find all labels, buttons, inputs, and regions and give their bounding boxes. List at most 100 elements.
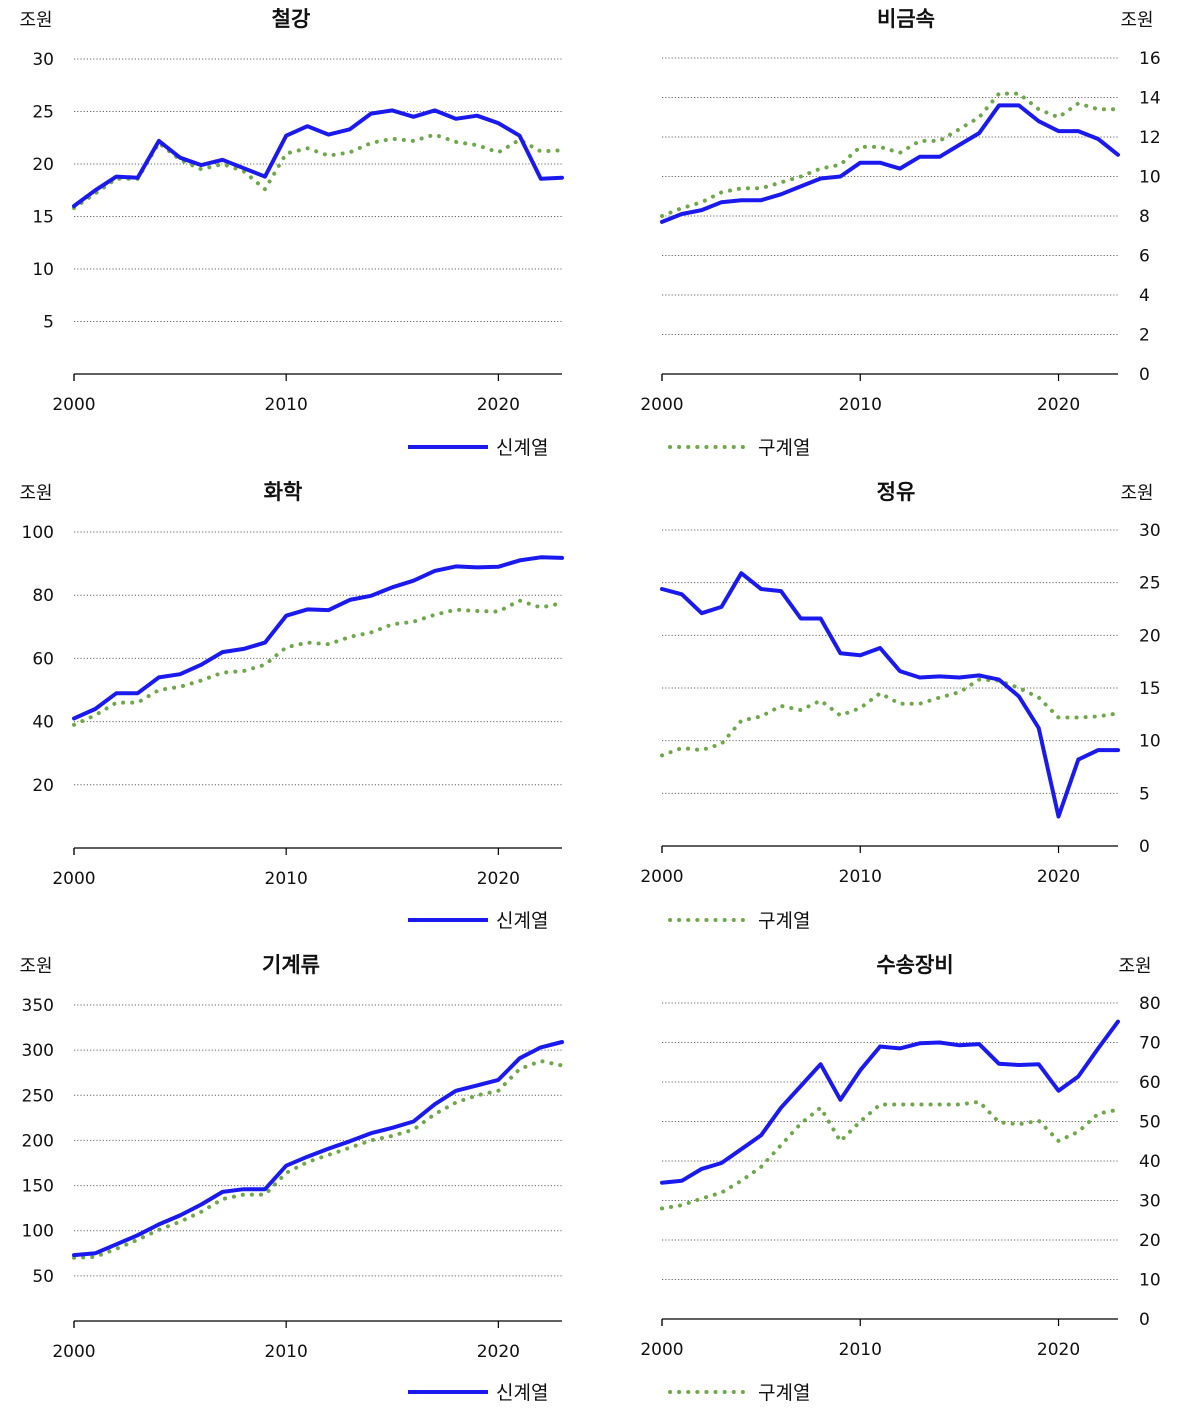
y-tick-label: 100 <box>22 523 54 543</box>
chart-panel: 수송장비 조원 0 10 20 30 40 50 60 70 80 2000 2010 2020 <box>640 953 1160 1360</box>
y-tick-label: 80 <box>32 586 54 606</box>
unit-label: 조원 <box>1120 10 1153 31</box>
unit-label: 조원 <box>19 10 52 31</box>
y-tick-label: 2 <box>1139 326 1150 346</box>
y-tick-label: 5 <box>1139 784 1150 804</box>
series-line-old <box>660 1099 1120 1211</box>
series-line-new <box>72 108 564 208</box>
series-line-old <box>72 598 564 727</box>
y-tick-label: 60 <box>32 649 54 669</box>
chart-title: 기계류 <box>262 953 320 977</box>
y-tick-label: 25 <box>1139 574 1161 594</box>
y-tick-label: 10 <box>1139 168 1161 188</box>
y-tick-label: 20 <box>32 776 54 796</box>
chart-title: 화학 <box>264 480 303 504</box>
series-line-new <box>660 1019 1120 1185</box>
x-tick-label: 2000 <box>52 395 95 415</box>
y-tick-label: 80 <box>1139 994 1161 1014</box>
y-tick-label: 70 <box>1139 1034 1161 1054</box>
legend-label-new: 신계열 <box>496 437 548 459</box>
series-line-old <box>660 91 1120 218</box>
x-tick-label: 2020 <box>1037 395 1080 415</box>
legend: 신계열 구계열 <box>408 437 810 459</box>
chart-panel: 비금속 조원 0 2 4 6 8 10 12 14 16 2000 2010 2020 <box>640 7 1160 415</box>
chart-panel: 철강 조원 5 10 15 20 25 30 2000 2010 2020 <box>19 7 564 415</box>
y-tick-label: 350 <box>22 996 54 1016</box>
y-tick-label: 8 <box>1139 207 1150 227</box>
x-tick-label: 2000 <box>640 1340 683 1360</box>
chart-title: 철강 <box>272 7 311 31</box>
y-tick-label: 10 <box>1139 732 1161 752</box>
y-tick-label: 20 <box>1139 626 1161 646</box>
unit-label: 조원 <box>19 483 52 504</box>
y-tick-label: 0 <box>1139 837 1150 857</box>
y-tick-label: 300 <box>22 1041 54 1061</box>
y-tick-label: 14 <box>1139 89 1161 109</box>
x-tick-label: 2000 <box>640 395 683 415</box>
y-tick-label: 15 <box>32 208 54 228</box>
y-tick-label: 12 <box>1139 128 1161 148</box>
chart-panel: 정유 조원 0 5 10 15 20 25 30 2000 2010 2020 <box>640 480 1160 887</box>
unit-label: 조원 <box>19 956 52 977</box>
x-tick-label: 2020 <box>1037 1340 1080 1360</box>
chart-title: 수송장비 <box>876 953 953 977</box>
y-tick-label: 20 <box>1139 1231 1161 1251</box>
y-tick-label: 10 <box>1139 1271 1161 1291</box>
legend-label-old: 구계열 <box>758 1382 810 1404</box>
legend: 신계열 구계열 <box>408 1382 810 1404</box>
unit-label: 조원 <box>1118 956 1151 977</box>
legend-label-new: 신계열 <box>496 1382 548 1404</box>
legend-label-old: 구계열 <box>758 910 810 932</box>
legend: 신계열 구계열 <box>408 910 810 932</box>
y-tick-label: 250 <box>22 1086 54 1106</box>
y-tick-label: 15 <box>1139 679 1161 699</box>
chart-panel: 화학 조원 20 40 60 80 100 2000 2010 2020 <box>19 480 564 889</box>
series-line-new <box>72 1040 564 1258</box>
series-line-new <box>72 555 564 721</box>
y-tick-label: 30 <box>1139 521 1161 541</box>
series-line-new <box>660 571 1120 819</box>
chart-panel: 기계류 조원 50 100 150 200 250 300 350 2000 2010 2020 <box>19 953 564 1362</box>
y-tick-label: 150 <box>22 1177 54 1197</box>
y-tick-label: 40 <box>1139 1152 1161 1172</box>
x-tick-label: 2010 <box>265 869 308 889</box>
x-tick-label: 2020 <box>477 869 520 889</box>
legend-label-new: 신계열 <box>496 910 548 932</box>
y-tick-label: 4 <box>1139 286 1150 306</box>
unit-label: 조원 <box>1120 483 1153 504</box>
y-tick-label: 50 <box>1139 1113 1161 1133</box>
x-tick-label: 2000 <box>640 867 683 887</box>
chart-title: 정유 <box>877 480 916 504</box>
y-tick-label: 0 <box>1139 1310 1150 1330</box>
y-tick-label: 50 <box>32 1267 54 1287</box>
y-tick-label: 5 <box>43 313 54 333</box>
series-line-old <box>72 1058 564 1260</box>
y-tick-label: 0 <box>1139 365 1150 385</box>
legend-label-old: 구계열 <box>758 437 810 459</box>
x-tick-label: 2010 <box>839 395 882 415</box>
x-tick-label: 2010 <box>839 1340 882 1360</box>
y-tick-label: 16 <box>1139 49 1161 69</box>
x-tick-label: 2020 <box>477 395 520 415</box>
chart-title: 비금속 <box>877 7 935 31</box>
y-tick-label: 200 <box>22 1131 54 1151</box>
y-tick-label: 20 <box>32 155 54 175</box>
y-tick-label: 30 <box>32 50 54 70</box>
y-tick-label: 30 <box>1139 1192 1161 1212</box>
y-tick-label: 40 <box>32 713 54 733</box>
x-tick-label: 2000 <box>52 869 95 889</box>
y-tick-label: 100 <box>22 1222 54 1242</box>
x-tick-label: 2010 <box>265 395 308 415</box>
series-line-old <box>72 132 564 211</box>
y-tick-label: 10 <box>32 260 54 280</box>
y-tick-label: 25 <box>32 103 54 123</box>
x-tick-label: 2020 <box>1037 867 1080 887</box>
y-tick-label: 60 <box>1139 1073 1161 1093</box>
x-tick-label: 2000 <box>52 1342 95 1362</box>
x-tick-label: 2010 <box>265 1342 308 1362</box>
x-tick-label: 2010 <box>839 867 882 887</box>
series-line-old <box>660 677 1120 758</box>
x-tick-label: 2020 <box>477 1342 520 1362</box>
